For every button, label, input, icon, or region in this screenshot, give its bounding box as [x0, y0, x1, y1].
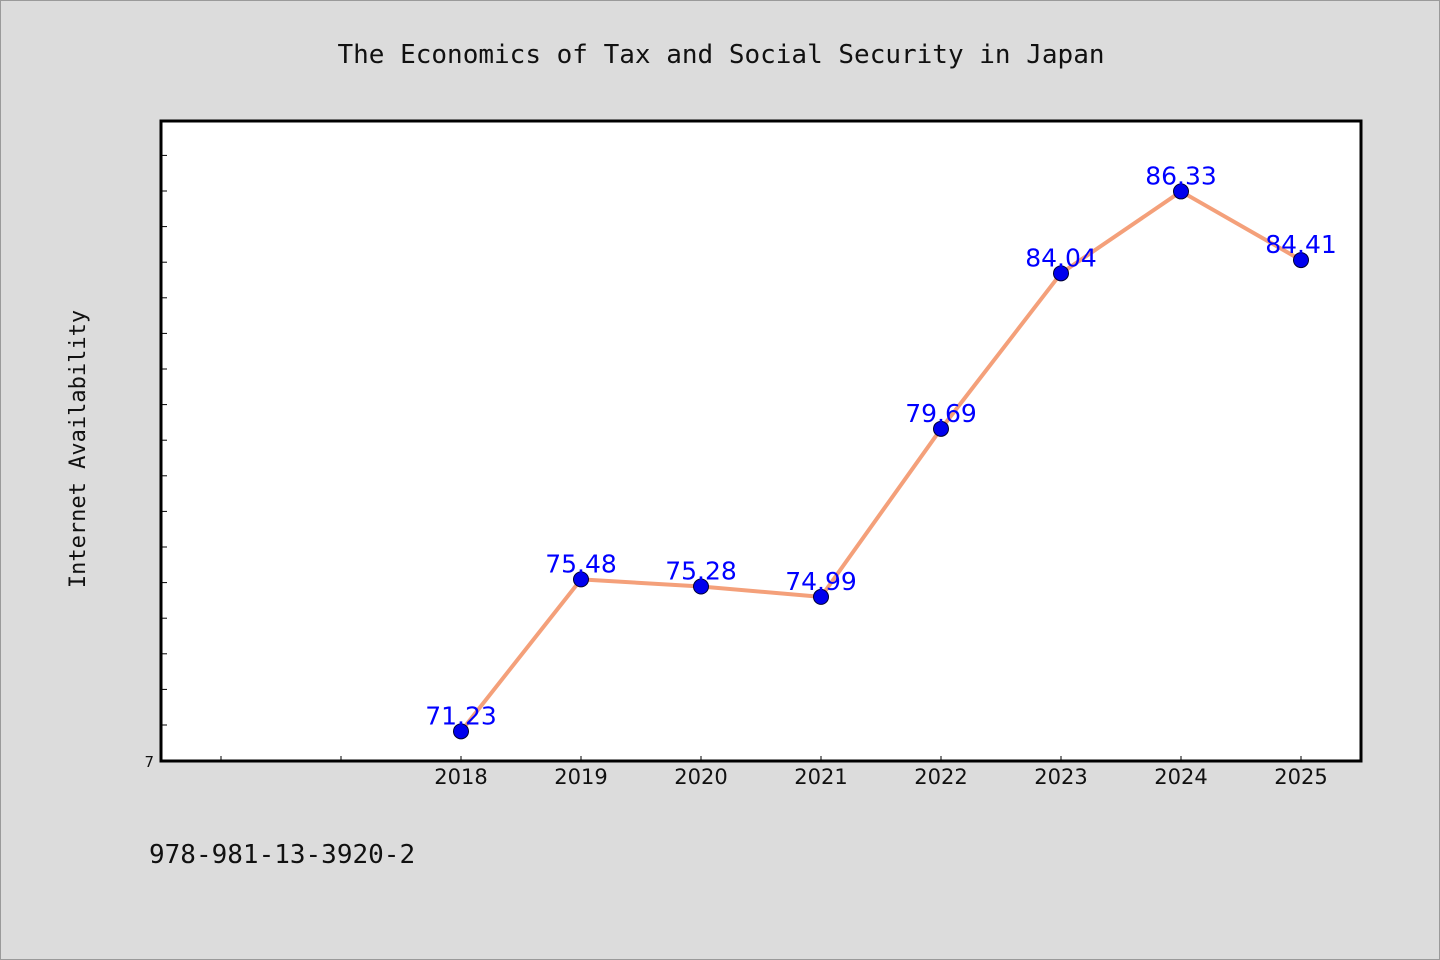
y-axis-ticks: 7 — [144, 154, 167, 771]
x-tick-label: 2024 — [1154, 765, 1207, 789]
data-point — [1293, 252, 1309, 269]
data-point — [1173, 183, 1189, 200]
x-tick-label: 2025 — [1274, 765, 1327, 789]
x-tick-label: 2018 — [434, 765, 487, 789]
chart-title: The Economics of Tax and Social Security… — [337, 40, 1104, 70]
data-point — [573, 571, 589, 588]
plot-area — [159, 119, 1363, 763]
data-label: 84.04 — [1025, 243, 1097, 272]
data-point — [813, 588, 829, 605]
data-label: 79.69 — [905, 399, 977, 428]
data-label: 75.48 — [545, 549, 617, 578]
series-line — [459, 189, 1303, 734]
x-tick-label: 2022 — [914, 765, 967, 789]
x-tick-label: 2021 — [794, 765, 847, 789]
x-tick-label: 2023 — [1034, 765, 1087, 789]
data-point — [693, 578, 709, 595]
y-tick-label: 7 — [144, 753, 154, 771]
data-label: 86.33 — [1145, 161, 1217, 190]
data-point — [933, 420, 949, 437]
data-label: 84.41 — [1265, 230, 1337, 259]
data-label: 75.28 — [665, 557, 737, 586]
data-label: 71.23 — [425, 701, 497, 730]
x-tick-label: 2019 — [554, 765, 607, 789]
data-point — [453, 723, 469, 740]
data-labels: 71.23 75.48 75.28 74.99 79.69 84.04 86.33 84.41 — [425, 161, 1337, 730]
x-tick-label: 2020 — [674, 765, 727, 789]
series-group — [453, 183, 1309, 740]
data-point — [1053, 265, 1069, 282]
data-label: 74.99 — [785, 567, 857, 596]
y-axis-label: Internet Availability — [66, 310, 91, 588]
x-axis-ticks: 2018 2019 2020 2021 2022 2023 2024 2025 — [220, 756, 1328, 789]
isbn-text: 978-981-13-3920-2 — [149, 840, 415, 870]
